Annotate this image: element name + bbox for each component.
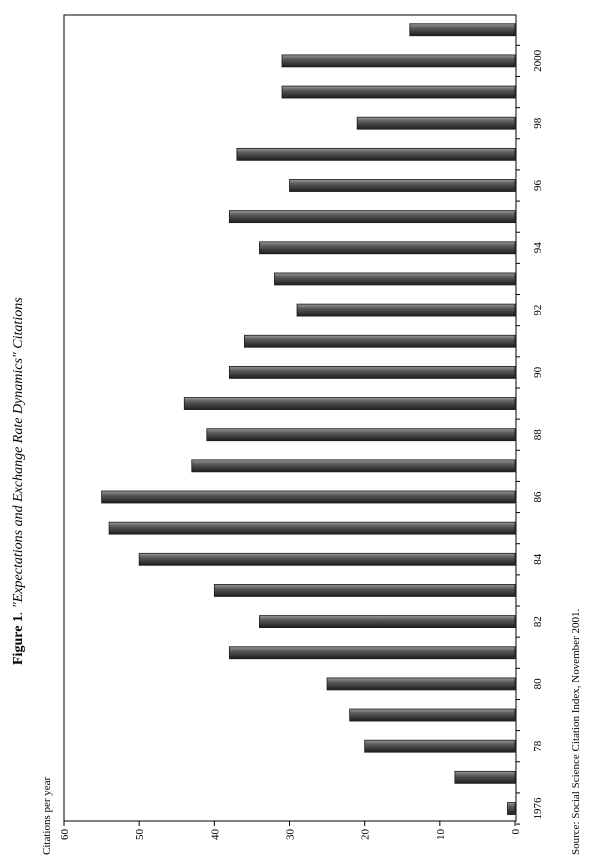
bar-1987 [191, 459, 516, 473]
bar-1982 [259, 615, 516, 628]
category-tick-label: 96 [532, 180, 544, 192]
bar-1986 [101, 490, 516, 504]
category-tick-label: 98 [532, 117, 544, 129]
category-tick-label: 92 [532, 305, 544, 316]
bar-1983 [213, 584, 516, 597]
bar-1999 [281, 85, 516, 99]
value-tick-label: 10 [435, 829, 447, 841]
bar-1988 [206, 428, 516, 442]
category-axis: 1976 78 80 82 84 86 88 90 92 94 96 98 2000 [516, 44, 544, 825]
figure-title-text: . "Expectations and Exchange Rate Dynami… [11, 297, 26, 615]
category-tick-label: 80 [532, 678, 544, 690]
bar-1979 [349, 708, 516, 722]
y-axis-label: Citations per year [41, 776, 53, 855]
category-tick-label: 78 [532, 740, 544, 752]
bar-2000 [281, 54, 516, 68]
value-tick-label: 30 [285, 829, 297, 841]
bar-1995 [228, 210, 516, 224]
figure-label: Figure 1 [11, 615, 26, 665]
category-tick-label: 2000 [532, 49, 544, 72]
bar-1980 [326, 677, 516, 691]
bar-1990 [228, 365, 516, 379]
value-tick-label: 50 [134, 829, 146, 841]
category-tick-label: 94 [532, 242, 544, 254]
category-tick-label: 84 [532, 553, 544, 565]
bar-1998 [356, 116, 516, 130]
bar-1977 [454, 770, 516, 784]
bar-1996 [289, 179, 516, 192]
bars-group [101, 23, 516, 815]
category-tick-label: 90 [532, 366, 544, 378]
bar-1993 [274, 272, 516, 286]
bar-1989 [183, 397, 516, 410]
bar-1994 [259, 241, 516, 255]
bar-1984 [138, 552, 516, 566]
category-tick-label: 82 [532, 616, 544, 627]
bar-2001 [409, 23, 516, 37]
bar-1976 [507, 802, 516, 815]
bar-1978 [364, 739, 516, 753]
figure-title: Figure 1. "Expectations and Exchange Rat… [11, 297, 26, 665]
bar-1981 [228, 646, 516, 660]
value-tick-label: 40 [209, 829, 221, 841]
value-tick-label: 0 [510, 829, 522, 835]
plot-area-frame [63, 14, 517, 822]
value-axis: 0 10 20 30 40 50 60 [59, 821, 522, 840]
value-tick-label: 60 [59, 829, 71, 841]
category-tick-label: 88 [532, 429, 544, 441]
bar-1985 [108, 521, 516, 535]
bar-1992 [296, 303, 516, 317]
value-tick-label: 20 [360, 829, 372, 841]
bar-1991 [243, 334, 516, 348]
category-tick-label: 86 [532, 491, 544, 503]
source-note: Source: Social Science Citation Index, N… [570, 609, 582, 855]
category-tick-label: 1976 [532, 797, 544, 820]
bar-1997 [236, 147, 516, 161]
